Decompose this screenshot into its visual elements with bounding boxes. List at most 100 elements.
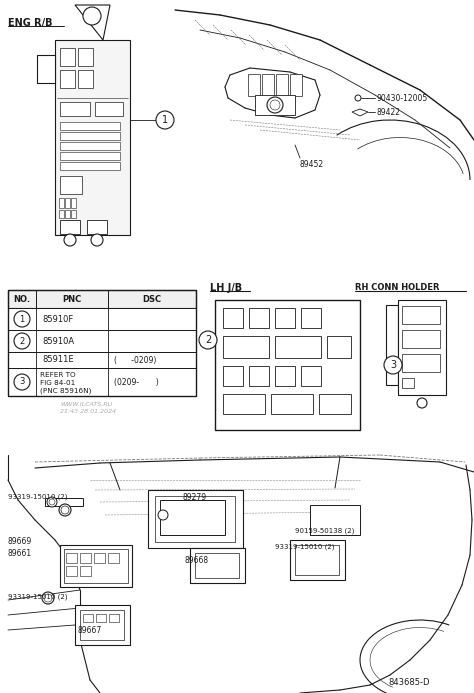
Bar — [249, 308, 269, 328]
Bar — [295, 545, 339, 575]
Bar — [78, 48, 93, 66]
Circle shape — [355, 95, 361, 101]
Bar — [275, 366, 295, 386]
Bar — [60, 122, 120, 130]
Text: 2: 2 — [19, 337, 25, 346]
Bar — [327, 336, 351, 358]
Bar — [95, 102, 123, 116]
Text: 90159-50138 (2): 90159-50138 (2) — [295, 528, 355, 534]
Circle shape — [417, 398, 427, 408]
Text: 89668: 89668 — [185, 556, 209, 565]
Circle shape — [156, 111, 174, 129]
Bar — [80, 553, 91, 563]
Text: LH J/B: LH J/B — [210, 283, 242, 293]
Bar — [60, 132, 120, 140]
Bar — [8, 352, 196, 368]
Bar — [386, 305, 398, 385]
Bar — [65, 210, 70, 218]
Circle shape — [44, 594, 52, 602]
Bar — [248, 74, 260, 96]
Bar — [60, 152, 120, 160]
Bar — [60, 102, 90, 116]
Bar — [223, 336, 269, 358]
Text: 2: 2 — [205, 335, 211, 345]
Bar — [60, 176, 82, 194]
Bar — [59, 198, 64, 208]
Bar — [60, 70, 75, 88]
Bar — [60, 545, 132, 587]
Circle shape — [158, 510, 168, 520]
Bar — [60, 162, 120, 170]
Text: 90430-12005: 90430-12005 — [377, 94, 428, 103]
Bar — [290, 540, 345, 580]
Bar — [66, 566, 77, 576]
Bar — [87, 220, 107, 234]
Bar — [301, 308, 321, 328]
Bar — [60, 48, 75, 66]
Bar — [262, 74, 274, 96]
Bar — [80, 566, 91, 576]
Bar — [290, 74, 302, 96]
Bar — [8, 330, 196, 352]
Circle shape — [14, 333, 30, 349]
Bar — [75, 605, 130, 645]
Bar — [195, 553, 239, 578]
Bar — [223, 366, 243, 386]
Circle shape — [59, 504, 71, 516]
Circle shape — [83, 7, 101, 25]
Bar — [94, 553, 105, 563]
Bar — [402, 378, 414, 388]
Text: 3: 3 — [19, 378, 25, 387]
Text: REFER TO
FIG 84-01
(PNC 85916N): REFER TO FIG 84-01 (PNC 85916N) — [40, 372, 91, 394]
Text: 93319-15010 (2): 93319-15010 (2) — [8, 593, 67, 599]
Text: 3: 3 — [390, 360, 396, 370]
Circle shape — [384, 356, 402, 374]
Bar — [59, 210, 64, 218]
Circle shape — [49, 499, 55, 505]
Bar — [65, 198, 70, 208]
Bar — [60, 142, 120, 150]
Bar — [71, 198, 76, 208]
Circle shape — [267, 97, 283, 113]
Bar — [8, 308, 196, 330]
Bar — [215, 300, 360, 430]
Text: ENG R/B: ENG R/B — [8, 18, 53, 28]
Circle shape — [199, 331, 217, 349]
Text: 1: 1 — [162, 115, 168, 125]
Bar — [402, 330, 440, 348]
Bar — [55, 40, 130, 235]
Text: (0209-       ): (0209- ) — [114, 378, 159, 387]
Polygon shape — [352, 109, 368, 116]
Bar — [255, 95, 295, 115]
Bar — [83, 614, 93, 622]
Bar — [301, 366, 321, 386]
Polygon shape — [75, 5, 110, 40]
Bar — [271, 394, 313, 414]
Text: 89667: 89667 — [78, 626, 102, 635]
Bar — [249, 366, 269, 386]
Circle shape — [14, 311, 30, 327]
Text: RH CONN HOLDER: RH CONN HOLDER — [355, 283, 439, 292]
Text: 89422: 89422 — [377, 108, 401, 117]
Bar — [80, 610, 124, 640]
Text: 89452: 89452 — [300, 160, 324, 169]
Bar — [108, 553, 119, 563]
Bar — [8, 368, 196, 396]
Bar — [402, 306, 440, 324]
Circle shape — [270, 100, 280, 110]
Text: 1: 1 — [19, 315, 25, 324]
Bar — [190, 548, 245, 583]
Text: 89669: 89669 — [8, 537, 32, 546]
Bar — [45, 498, 83, 506]
Text: PNC: PNC — [63, 295, 82, 304]
Circle shape — [64, 234, 76, 246]
Text: 89661: 89661 — [8, 549, 32, 558]
Circle shape — [47, 497, 57, 507]
Text: (      -0209): ( -0209) — [114, 356, 156, 365]
Bar — [310, 505, 360, 535]
Bar — [155, 496, 235, 542]
Text: 85911E: 85911E — [42, 356, 73, 365]
Bar — [96, 614, 106, 622]
Bar — [275, 308, 295, 328]
Text: 85910A: 85910A — [42, 337, 74, 346]
